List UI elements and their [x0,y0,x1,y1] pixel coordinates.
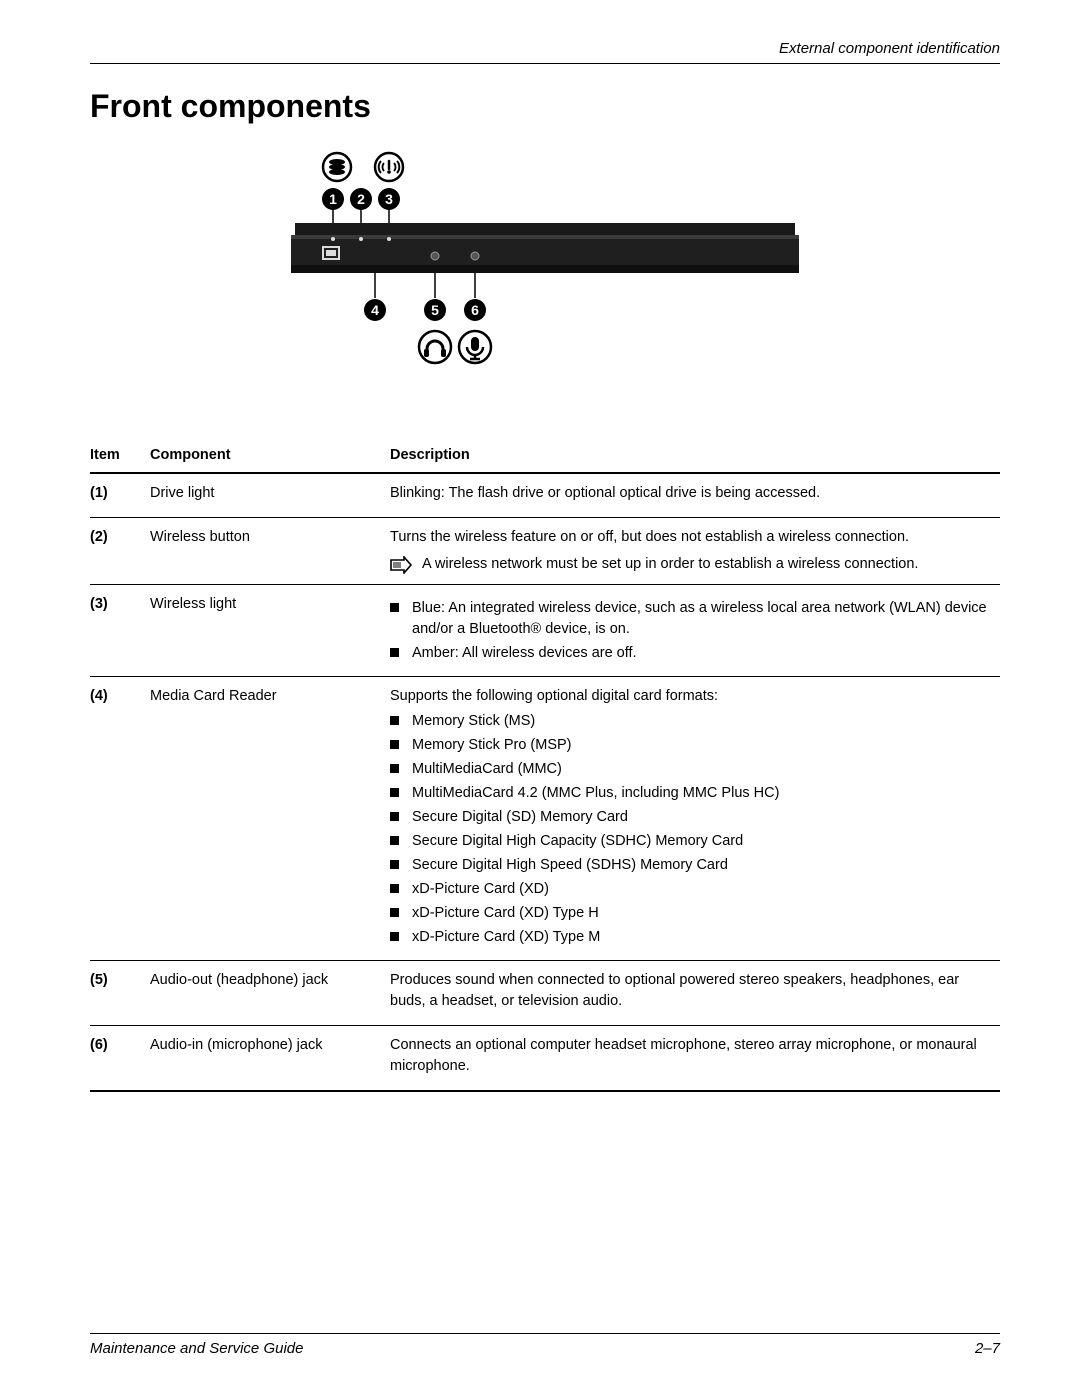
table-row: (3)Wireless lightBlue: An integrated wir… [90,585,1000,677]
component-name: Media Card Reader [150,677,390,961]
component-description: Turns the wireless feature on or off, bu… [390,518,1000,585]
th-component: Component [150,439,390,473]
note-text: A wireless network must be set up in ord… [422,554,918,575]
component-description: Blinking: The flash drive or optional op… [390,473,1000,518]
table-row: (5)Audio-out (headphone) jackProduces so… [90,961,1000,1026]
table-row: (4)Media Card ReaderSupports the followi… [90,677,1000,961]
footer-right: 2–7 [975,1340,1000,1357]
description-text: Connects an optional computer headset mi… [390,1035,990,1077]
component-description: Produces sound when connected to optiona… [390,961,1000,1026]
bullet-item: Secure Digital (SD) Memory Card [390,807,990,828]
page-title: Front components [90,88,1000,125]
bullet-item: Memory Stick (MS) [390,711,990,732]
footer-left: Maintenance and Service Guide [90,1340,303,1357]
svg-text:2: 2 [357,191,365,207]
component-name: Audio-in (microphone) jack [150,1026,390,1092]
section-header: External component identification [90,40,1000,57]
note: A wireless network must be set up in ord… [390,554,990,575]
description-text: Supports the following optional digital … [390,686,990,707]
svg-text:5: 5 [431,302,439,318]
bullet-item: xD-Picture Card (XD) Type H [390,903,990,924]
th-item: Item [90,439,150,473]
component-name: Audio-out (headphone) jack [150,961,390,1026]
component-name: Wireless button [150,518,390,585]
bullet-item: MultiMediaCard (MMC) [390,759,990,780]
item-number: (3) [90,585,150,677]
th-description: Description [390,439,1000,473]
components-table: Item Component Description (1)Drive ligh… [90,439,1000,1092]
bullet-item: Secure Digital High Capacity (SDHC) Memo… [390,831,990,852]
bullet-list: Memory Stick (MS) Memory Stick Pro (MSP) M… [390,711,990,948]
table-row: (1)Drive lightBlinking: The flash drive … [90,473,1000,518]
component-description: Supports the following optional digital … [390,677,1000,961]
table-row: (2)Wireless buttonTurns the wireless fea… [90,518,1000,585]
component-description: Blue: An integrated wireless device, suc… [390,585,1000,677]
note-icon [390,556,412,574]
component-description: Connects an optional computer headset mi… [390,1026,1000,1092]
description-text: Produces sound when connected to optiona… [390,970,990,1012]
item-number: (5) [90,961,150,1026]
svg-text:6: 6 [471,302,479,318]
svg-text:3: 3 [385,191,393,207]
top-rule [90,63,1000,64]
bullet-item: MultiMediaCard 4.2 (MMC Plus, including … [390,783,990,804]
description-text: Blinking: The flash drive or optional op… [390,483,990,504]
component-name: Drive light [150,473,390,518]
bullet-item: Blue: An integrated wireless device, suc… [390,598,990,640]
table-row: (6)Audio-in (microphone) jackConnects an… [90,1026,1000,1092]
front-diagram: 1 2 3 [285,143,805,403]
svg-text:4: 4 [371,302,379,318]
bullet-list: Blue: An integrated wireless device, suc… [390,598,990,664]
bullet-item: xD-Picture Card (XD) [390,879,990,900]
bullet-item: Memory Stick Pro (MSP) [390,735,990,756]
description-text: Turns the wireless feature on or off, bu… [390,527,990,548]
footer: Maintenance and Service Guide 2–7 [90,1333,1000,1357]
bullet-item: xD-Picture Card (XD) Type M [390,927,990,948]
bullet-item: Amber: All wireless devices are off. [390,643,990,664]
item-number: (2) [90,518,150,585]
item-number: (6) [90,1026,150,1092]
bullet-item: Secure Digital High Speed (SDHS) Memory … [390,855,990,876]
component-name: Wireless light [150,585,390,677]
svg-text:1: 1 [329,191,337,207]
item-number: (1) [90,473,150,518]
item-number: (4) [90,677,150,961]
